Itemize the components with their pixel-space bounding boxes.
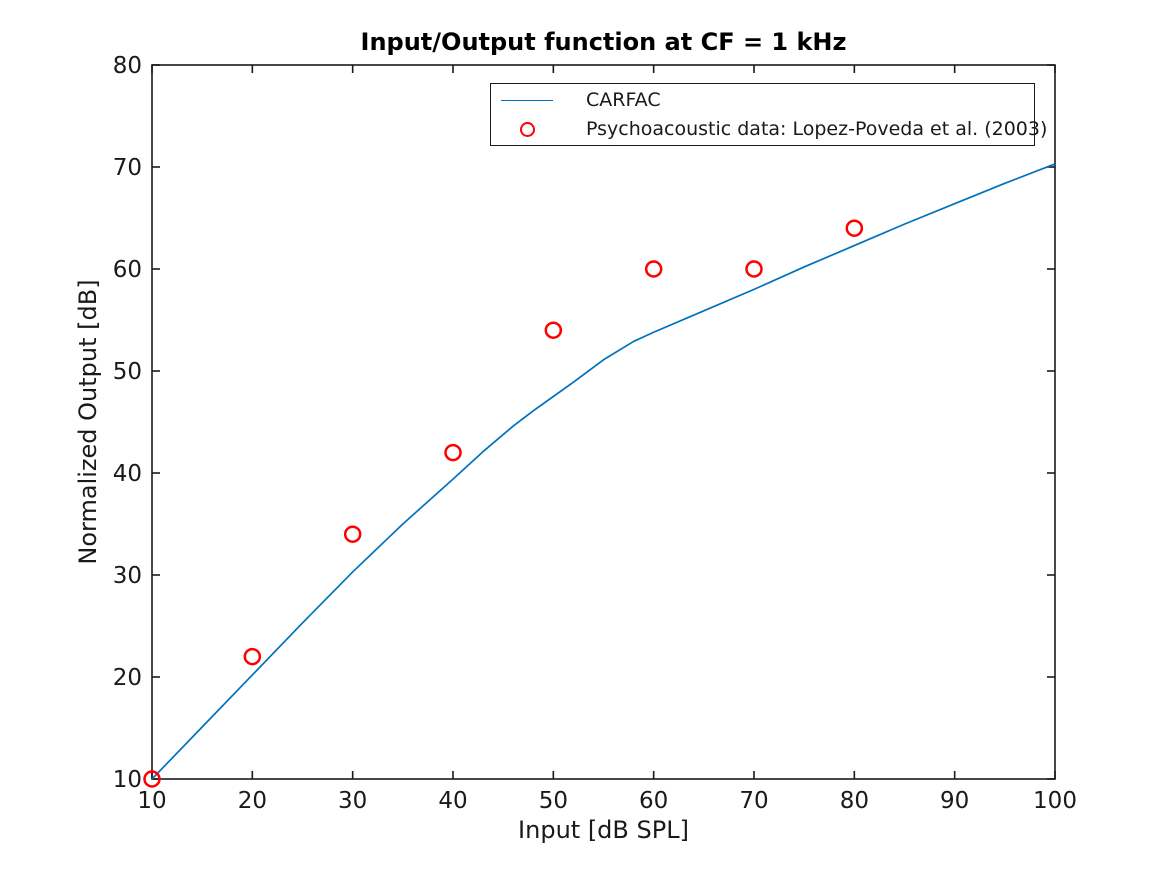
data-point-circle <box>745 260 763 278</box>
legend: CARFAC Psychoacoustic data: Lopez-Poveda… <box>490 83 1047 146</box>
data-point-circle <box>143 770 161 788</box>
legend-label-carfac: CARFAC <box>586 89 661 111</box>
x-tick-label: 60 <box>639 788 668 814</box>
y-axis-label: Normalized Output [dB] <box>74 279 102 565</box>
line-swatch-icon <box>501 99 553 101</box>
y-tick-label: 50 <box>113 359 142 385</box>
x-tick-label: 80 <box>840 788 869 814</box>
y-tick-label: 60 <box>113 257 142 283</box>
data-point-circle <box>544 321 563 339</box>
legend-label-psychoacoustic-data: Psychoacoustic data: Lopez-Poveda et al.… <box>586 118 1048 140</box>
y-tick-label: 20 <box>113 665 142 691</box>
data-point-circle <box>845 219 864 237</box>
data-point-circle <box>243 647 262 666</box>
x-tick-label: 90 <box>940 788 969 814</box>
data-point-circle <box>644 260 663 278</box>
x-tick-label: 100 <box>1033 788 1077 814</box>
x-tick-label: 10 <box>137 788 166 814</box>
data-point-circle <box>444 443 462 462</box>
x-tick-label: 30 <box>338 788 367 814</box>
data-point-circle <box>343 525 362 543</box>
chart-title: Input/Output function at CF = 1 kHz <box>360 28 847 56</box>
y-tick-label: 10 <box>113 767 142 793</box>
x-tick-label: 40 <box>438 788 467 814</box>
y-tick-label: 80 <box>113 53 142 79</box>
y-tick-label: 70 <box>113 155 142 181</box>
x-tick-label: 70 <box>739 788 768 814</box>
axes-box <box>151 64 1056 780</box>
x-tick-label: 50 <box>539 788 568 814</box>
y-tick-label: 40 <box>113 461 142 487</box>
legend-item-carfac: CARFAC <box>491 86 1034 115</box>
legend-item-psychoacoustic-data: Psychoacoustic data: Lopez-Poveda et al.… <box>491 115 1047 144</box>
legend-swatch-area <box>491 121 576 137</box>
x-axis-label: Input [dB SPL] <box>518 816 689 844</box>
open-circle-marker-icon <box>520 121 535 137</box>
carfac-line <box>151 163 1056 780</box>
y-tick-label: 30 <box>113 563 142 589</box>
x-tick-label: 20 <box>238 788 267 814</box>
legend-swatch-area <box>491 99 576 101</box>
